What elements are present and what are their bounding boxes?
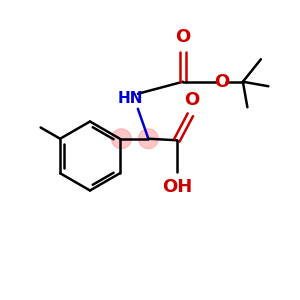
Text: OH: OH — [162, 178, 192, 196]
Text: O: O — [214, 73, 229, 91]
Circle shape — [139, 129, 158, 148]
Text: O: O — [175, 28, 190, 46]
Text: HN: HN — [118, 91, 143, 106]
Text: O: O — [184, 91, 200, 109]
Circle shape — [112, 129, 131, 148]
